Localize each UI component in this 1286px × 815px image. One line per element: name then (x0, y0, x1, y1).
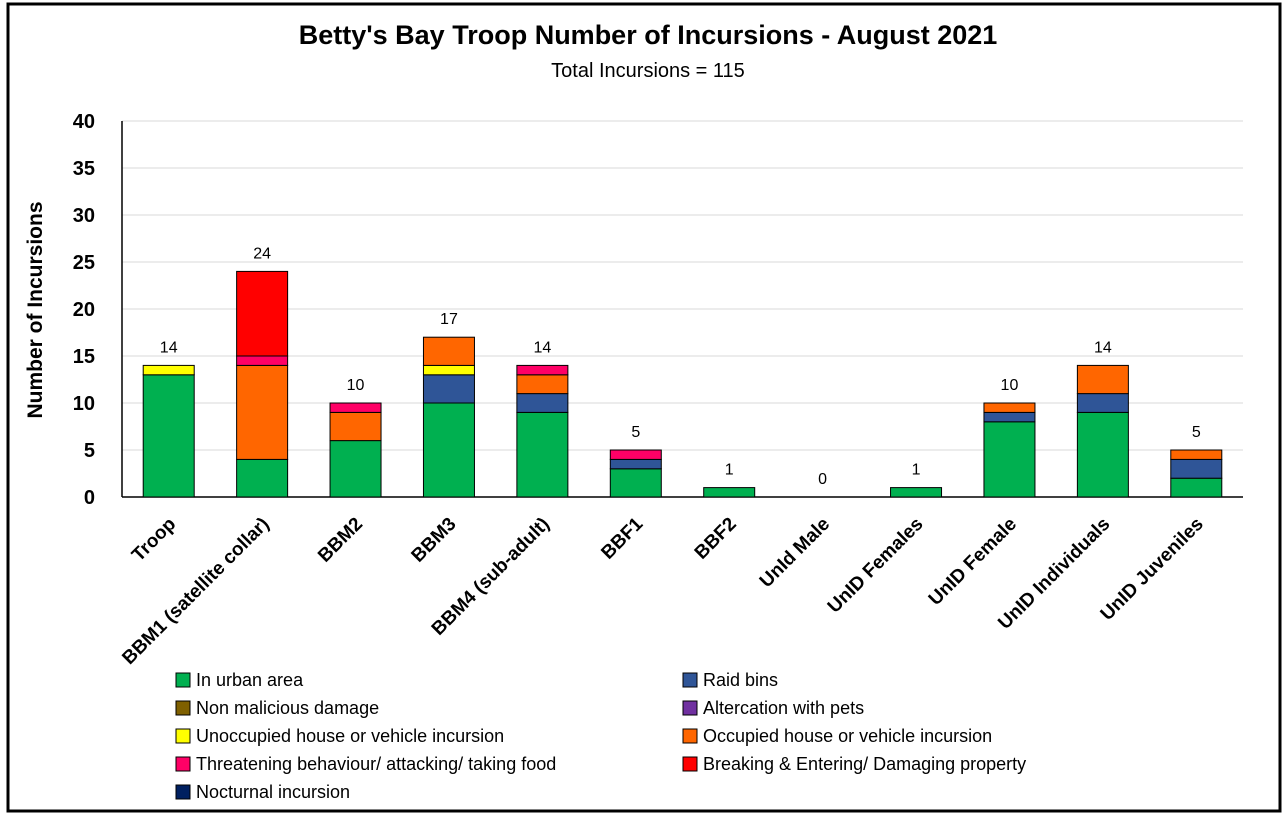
bar-segment (422, 402, 475, 498)
bar-segment (609, 449, 662, 460)
legend-item: In urban area (175, 670, 304, 690)
legend-item: Occupied house or vehicle incursion (682, 726, 992, 746)
legend-swatch (682, 672, 698, 688)
bar-segment (703, 487, 756, 498)
y-tick-label: 40 (73, 111, 95, 133)
bar-segment (516, 374, 569, 395)
y-tick-label: 5 (84, 440, 95, 462)
bar-segment (983, 402, 1036, 413)
bar-segment (1170, 449, 1223, 460)
bar-total-label: 10 (347, 377, 365, 394)
bar-segment (516, 364, 569, 376)
legend-swatch (175, 756, 191, 772)
bar-segment (1076, 364, 1129, 395)
legend-label: Occupied house or vehicle incursion (703, 726, 992, 746)
bar-segment (1170, 477, 1223, 498)
legend-swatch (175, 728, 191, 744)
y-tick-label: 25 (73, 252, 95, 274)
bar-segment (236, 270, 289, 357)
bar-segment (142, 364, 195, 376)
bar-segment (329, 440, 382, 498)
bar-segment (329, 411, 382, 442)
bar-segment (236, 355, 289, 366)
legend-label: Nocturnal incursion (196, 782, 350, 802)
bar-segment (329, 402, 382, 413)
legend-label: Raid bins (703, 670, 778, 690)
bar-total-label: 17 (440, 311, 458, 328)
bars (142, 270, 1223, 498)
bar-total-label: 0 (818, 471, 827, 488)
bar-total-label: 10 (1001, 377, 1019, 394)
y-tick-label: 30 (73, 205, 95, 227)
bar-segment (890, 487, 943, 498)
bar-segment (142, 374, 195, 498)
legend-item: Breaking & Entering/ Damaging property (682, 754, 1026, 774)
chart-border (6, 2, 1282, 813)
legend-swatch (175, 784, 191, 800)
y-axis-label: Number of Incursions (24, 201, 47, 418)
legend-label: Threatening behaviour/ attacking/ taking… (196, 754, 556, 774)
bar-segment (1170, 458, 1223, 479)
legend: In urban area Raid bins Non malicious dama… (175, 670, 1026, 802)
bar-segment (609, 458, 662, 470)
legend-label: Unoccupied house or vehicle incursion (196, 726, 504, 746)
bar-segment (609, 468, 662, 498)
bar-segment (516, 393, 569, 413)
legend-label: In urban area (196, 670, 304, 690)
bar-segment (422, 364, 475, 376)
legend-swatch (682, 728, 698, 744)
legend-label: Breaking & Entering/ Damaging property (703, 754, 1026, 774)
bar-total-label: 24 (253, 245, 271, 262)
bar-segment (1076, 393, 1129, 413)
legend-item: Non malicious damage (175, 698, 379, 718)
legend-swatch (175, 700, 191, 716)
bar-segment (983, 421, 1036, 498)
y-tick-label: 20 (73, 299, 95, 321)
legend-swatch (682, 756, 698, 772)
legend-item: Nocturnal incursion (175, 782, 350, 802)
bar-total-label: 5 (631, 424, 640, 441)
legend-swatch (682, 700, 698, 716)
bar-segment (236, 364, 289, 460)
bar-total-label: 14 (1094, 339, 1112, 356)
bar-total-label: 14 (160, 339, 178, 356)
gridlines (122, 120, 1243, 451)
legend-item: Unoccupied house or vehicle incursion (175, 726, 504, 746)
bar-segment (983, 411, 1036, 423)
chart-subtitle: Total Incursions = 115 (551, 60, 745, 82)
y-tick-label: 10 (73, 393, 95, 415)
bar-total-label: 1 (725, 462, 734, 479)
bar-total-label: 5 (1192, 424, 1201, 441)
bar-total-label: 14 (533, 339, 551, 356)
bar-segment (422, 336, 475, 366)
chart-title: Betty's Bay Troop Number of Incursions -… (299, 20, 998, 50)
legend-label: Non malicious damage (196, 698, 379, 718)
y-tick-label: 35 (73, 158, 95, 180)
legend-label: Altercation with pets (703, 698, 864, 718)
legend-item: Altercation with pets (682, 698, 864, 718)
legend-item: Raid bins (682, 670, 778, 690)
bar-segment (516, 411, 569, 498)
bar-segment (236, 458, 289, 498)
legend-swatch (175, 672, 191, 688)
legend-item: Threatening behaviour/ attacking/ taking… (175, 754, 556, 774)
bar-total-label: 1 (912, 462, 921, 479)
bar-segment (1076, 411, 1129, 498)
y-tick-label: 15 (73, 346, 95, 368)
bar-segment (422, 374, 475, 404)
y-tick-label: 0 (84, 487, 95, 509)
